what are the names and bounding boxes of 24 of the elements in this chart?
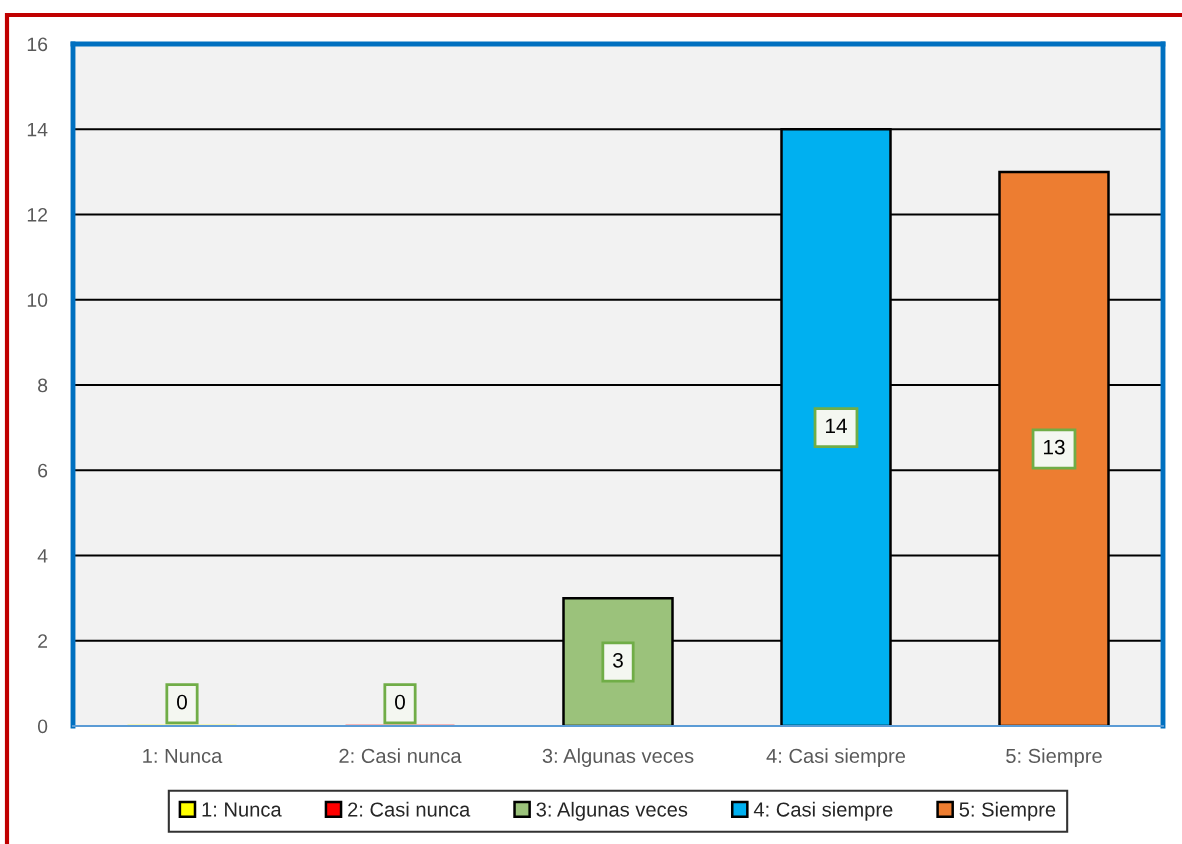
y-tick-label: 2 [38,634,48,648]
legend-label: 5: Siempre [959,801,1056,821]
y-tick-label: 16 [27,37,48,52]
data-label: 0 [177,694,187,710]
y-tick-label: 12 [27,207,48,222]
y-tick-label: 4 [37,549,48,563]
y-tick-label: 14 [27,122,48,137]
legend-label: 3: Algunas veces [536,801,688,821]
y-tick-label: 0 [37,719,48,734]
data-label: 0 [395,694,405,710]
x-tick-label: 4: Casi siempre [766,748,906,767]
y-tick-label: 8 [38,378,48,393]
legend-label: 1: Nunca [202,802,282,817]
legend-label: 4: Casi siempre [753,801,893,821]
legend-label: 2: Casi nunca [348,801,471,817]
y-tick-label: 6 [38,463,48,478]
x-tick-label: 3: Algunas veces [542,748,694,767]
data-label: 14 [826,418,847,434]
data-label: 3 [613,652,623,668]
x-tick-label: 2: Casi nunca [339,748,462,764]
y-tick-label: 10 [27,293,48,307]
x-tick-label: 5: Siempre [1006,748,1102,767]
data-label: 13 [1044,439,1065,455]
x-tick-label: 1: Nunca [143,748,223,764]
